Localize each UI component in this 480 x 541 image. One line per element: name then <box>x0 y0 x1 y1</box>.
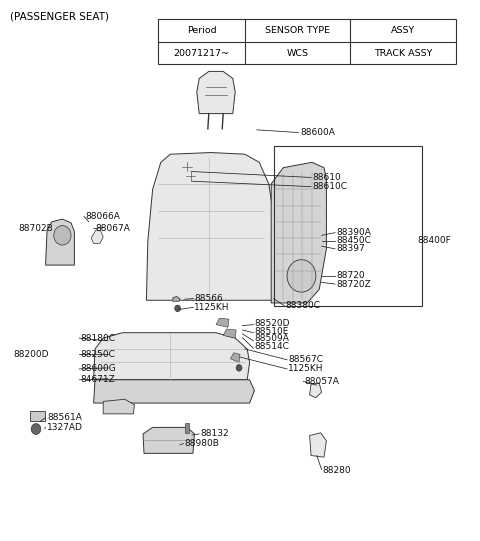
Bar <box>30 411 45 421</box>
Text: 88567C: 88567C <box>288 355 323 364</box>
Text: 88610C: 88610C <box>312 182 347 191</box>
Text: 88561A: 88561A <box>47 413 82 422</box>
Circle shape <box>31 424 41 434</box>
Text: 88610: 88610 <box>312 173 341 182</box>
Text: 88600A: 88600A <box>300 128 335 137</box>
Text: 88702B: 88702B <box>18 225 53 233</box>
Text: 88057A: 88057A <box>305 377 340 386</box>
Circle shape <box>236 365 242 371</box>
Text: ASSY: ASSY <box>391 26 415 35</box>
Text: 1327AD: 1327AD <box>47 423 83 432</box>
Text: 88397: 88397 <box>336 245 365 253</box>
Text: 88066A: 88066A <box>85 212 120 221</box>
Text: 88566: 88566 <box>194 294 223 303</box>
Polygon shape <box>146 153 274 300</box>
Text: 88200D: 88200D <box>13 350 49 359</box>
Text: 88600G: 88600G <box>81 365 116 373</box>
Polygon shape <box>103 399 134 414</box>
Text: 88380C: 88380C <box>286 301 321 310</box>
Text: 88280: 88280 <box>323 466 351 475</box>
Text: SENSOR TYPE: SENSOR TYPE <box>265 26 330 35</box>
Text: WCS: WCS <box>287 49 309 57</box>
Polygon shape <box>310 383 322 398</box>
Text: 1125KH: 1125KH <box>288 365 324 373</box>
Text: 88510E: 88510E <box>254 327 289 335</box>
Circle shape <box>287 260 316 292</box>
Polygon shape <box>271 162 326 303</box>
Polygon shape <box>223 329 236 338</box>
Bar <box>274 146 422 306</box>
Polygon shape <box>46 219 74 265</box>
Polygon shape <box>94 333 250 380</box>
Bar <box>185 423 189 433</box>
Text: (PASSENGER SEAT): (PASSENGER SEAT) <box>10 12 108 22</box>
Bar <box>158 19 456 64</box>
Text: 88720: 88720 <box>336 272 365 280</box>
Polygon shape <box>143 427 194 453</box>
Text: 88450C: 88450C <box>336 236 371 245</box>
Circle shape <box>175 305 180 312</box>
Polygon shape <box>173 296 180 301</box>
Circle shape <box>188 173 193 180</box>
Text: 88250C: 88250C <box>81 350 116 359</box>
Polygon shape <box>310 433 326 457</box>
Polygon shape <box>91 230 103 243</box>
Text: 88390A: 88390A <box>336 228 371 237</box>
Circle shape <box>54 226 71 245</box>
Polygon shape <box>197 71 235 114</box>
Text: Period: Period <box>187 26 216 35</box>
Text: 88520D: 88520D <box>254 319 290 328</box>
Text: 88400F: 88400F <box>418 236 451 245</box>
Circle shape <box>184 163 190 170</box>
Text: 88132: 88132 <box>201 430 229 438</box>
Polygon shape <box>216 318 229 327</box>
Polygon shape <box>94 380 254 403</box>
Text: 88509A: 88509A <box>254 334 289 343</box>
Text: 88720Z: 88720Z <box>336 280 371 288</box>
Text: 88980B: 88980B <box>185 439 220 448</box>
Text: 20071217~: 20071217~ <box>174 49 229 57</box>
Text: 88514C: 88514C <box>254 342 289 351</box>
Text: 88067A: 88067A <box>95 225 130 233</box>
Text: 1125KH: 1125KH <box>194 303 230 312</box>
Text: 84671Z: 84671Z <box>81 375 115 384</box>
Text: 88180C: 88180C <box>81 334 116 342</box>
Polygon shape <box>230 353 240 362</box>
Text: TRACK ASSY: TRACK ASSY <box>374 49 432 57</box>
